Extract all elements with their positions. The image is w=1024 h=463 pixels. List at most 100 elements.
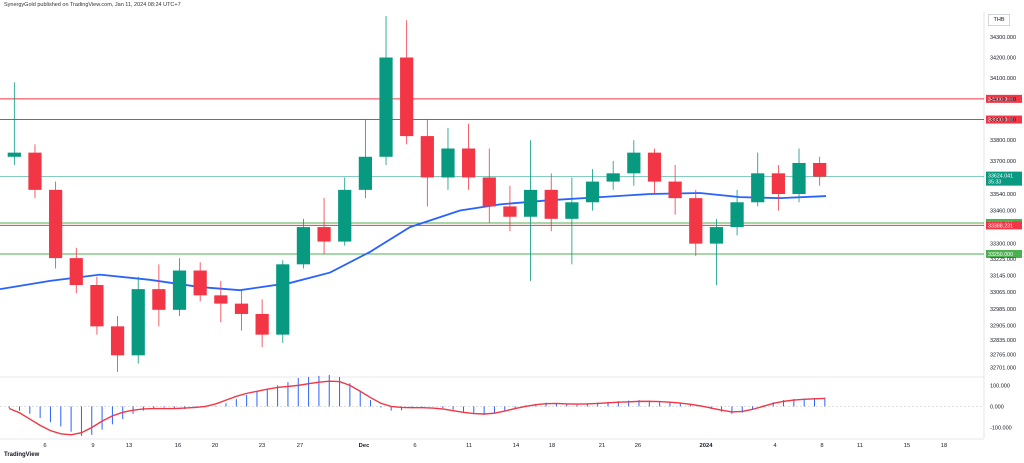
candle-body <box>172 270 187 310</box>
tradingview-logo[interactable]: TradingView <box>4 452 40 458</box>
time-tick-label: 13 <box>126 443 132 449</box>
candle-body <box>482 177 496 207</box>
level-label: 33900.000 <box>988 118 1013 124</box>
candle-body <box>730 202 744 228</box>
price-tick-label: 32905.000 <box>990 323 1016 329</box>
candle-body <box>90 285 104 327</box>
price-tick-label: 34000.000 <box>990 97 1016 103</box>
price-tick-label: 33225.000 <box>990 257 1016 263</box>
candle-body <box>193 270 207 296</box>
signal-line <box>8 380 825 436</box>
candle-body <box>565 202 579 219</box>
candle-body <box>689 198 703 244</box>
price-tick-label: 32701.000 <box>990 366 1016 372</box>
time-tick-label: 8 <box>820 443 823 449</box>
macd-panel <box>0 374 984 436</box>
candle-body <box>544 189 558 219</box>
candle-body <box>668 181 682 199</box>
candle-body <box>771 173 785 194</box>
last-price-value: 33624.041 <box>988 174 1013 180</box>
candle-body <box>214 295 228 304</box>
candle-body <box>276 264 290 335</box>
macd-tick-label: 0.000 <box>990 404 1004 410</box>
candle-body <box>751 173 765 203</box>
price-tick-label: 33145.000 <box>990 274 1016 280</box>
level-tag <box>986 221 1022 230</box>
sma-series-line <box>0 192 827 292</box>
candle-body <box>317 227 331 242</box>
candle-body <box>813 162 827 177</box>
time-tick-label: 2024 <box>700 443 714 449</box>
candle-body <box>627 152 641 174</box>
level-tag <box>986 249 1022 258</box>
time-tick-label: 18 <box>941 443 947 449</box>
candle-body <box>338 189 352 242</box>
level-label: 33388.231 <box>988 223 1013 229</box>
time-tick-label: 9 <box>91 443 94 449</box>
price-tick-label: 34300.000 <box>990 35 1016 41</box>
candle-body <box>234 303 249 314</box>
time-tick-label: 20 <box>212 443 218 449</box>
time-tick-label: Dec <box>359 443 370 449</box>
price-axis: 33065.000 33145.000 33225.000 33300.000 3346… <box>990 35 1016 432</box>
horizontal-levels: 34000.00033900.00033400.00033388.2313325… <box>0 94 1022 258</box>
price-tick-label: 33800.000 <box>990 138 1016 144</box>
price-tick-label: 33460.000 <box>990 209 1016 215</box>
candle-body <box>585 181 600 203</box>
time-tick-label: 16 <box>175 443 181 449</box>
candle-body <box>503 206 517 217</box>
sma-line <box>0 192 827 292</box>
macd-tick-label: 100.000 <box>990 383 1010 389</box>
level-label: 34000.000 <box>988 97 1013 103</box>
candle-body <box>606 173 620 182</box>
last-price-tag <box>986 171 1022 186</box>
time-tick-label: 11 <box>857 443 863 449</box>
candle-body <box>358 156 372 190</box>
time-axis: 6 9 13 16 20 23 27 Dec 6 11 14 18 21 26 2024 4 8 11 15 18 <box>43 443 947 449</box>
candle-body <box>110 326 125 356</box>
countdown-value: 35:33 <box>988 180 1001 186</box>
time-tick-label: 6 <box>413 443 416 449</box>
price-tick-label: 34100.000 <box>990 76 1016 82</box>
candle-body <box>296 227 311 265</box>
candle-body <box>69 258 83 285</box>
level-tag <box>986 115 1022 124</box>
candle-body <box>379 57 393 157</box>
price-tick-label: 32985.000 <box>990 307 1016 313</box>
candle-body <box>647 152 662 182</box>
level-tag <box>986 94 1022 103</box>
time-tick-label: 4 <box>773 443 777 449</box>
time-tick-label: 11 <box>466 443 472 449</box>
time-tick-label: 15 <box>904 443 910 449</box>
time-tick-label: 6 <box>43 443 46 449</box>
candle-body <box>441 148 455 178</box>
time-tick-label: 23 <box>259 443 265 449</box>
time-tick-label: 27 <box>297 443 303 449</box>
time-tick-label: 18 <box>549 443 555 449</box>
candle-body <box>49 189 63 259</box>
time-tick-label: 26 <box>635 443 641 449</box>
price-tick-label: 33900.000 <box>990 118 1016 124</box>
candle-body <box>152 289 166 310</box>
candlesticks <box>7 16 827 372</box>
candle-body <box>709 227 724 244</box>
level-label: 33250.000 <box>988 252 1013 258</box>
candle-body <box>462 148 476 178</box>
price-tick-label: 33700.000 <box>990 159 1016 165</box>
price-tick-label: 32765.000 <box>990 352 1016 358</box>
candle-body <box>255 313 269 335</box>
candle-body <box>792 162 806 194</box>
time-tick-label: 14 <box>513 443 520 449</box>
candle-body <box>420 136 434 178</box>
price-tick-label: 33065.000 <box>990 290 1016 296</box>
candle-body <box>523 189 538 217</box>
candle-body <box>400 57 414 137</box>
currency-label[interactable]: THB <box>988 14 1010 26</box>
macd-tick-label: -100.000 <box>990 425 1012 431</box>
price-tick-label: 34200.000 <box>990 56 1016 62</box>
price-tick-label: 33300.000 <box>990 242 1016 248</box>
time-tick-label: 21 <box>599 443 605 449</box>
